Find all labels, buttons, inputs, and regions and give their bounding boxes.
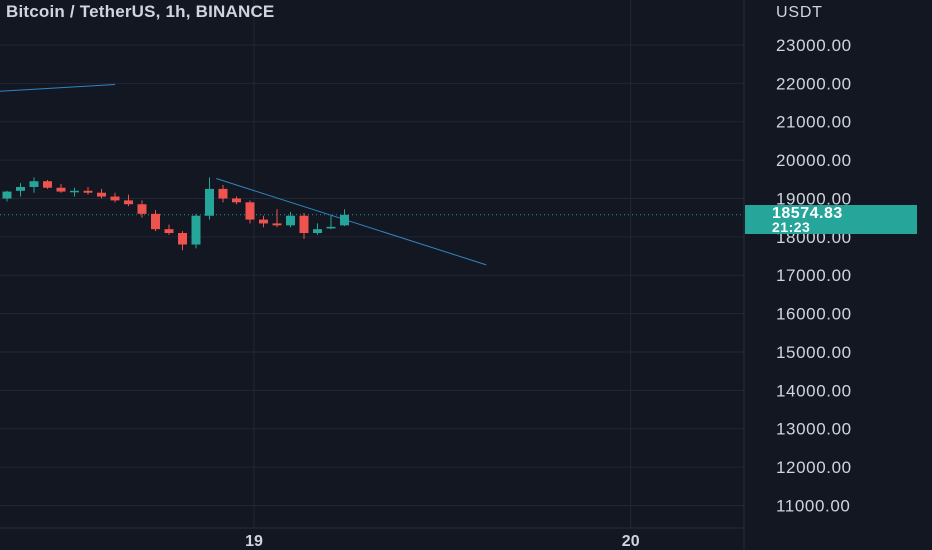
candle-down	[110, 196, 120, 201]
candle-down	[164, 229, 174, 234]
price-tick-label: 19000.00	[776, 189, 852, 208]
candle-down	[245, 202, 255, 220]
last-price-value: 18574.83	[772, 205, 843, 222]
candle-down	[299, 215, 309, 234]
trend-line	[216, 178, 487, 266]
candle-down	[218, 188, 228, 199]
price-tick-label: 15000.00	[776, 343, 852, 362]
price-tick-label: 12000.00	[776, 458, 852, 477]
price-tick-label: 22000.00	[776, 74, 852, 93]
candle-up	[340, 214, 349, 226]
candle-up	[205, 188, 214, 216]
candle-down	[124, 200, 133, 205]
candle-down	[272, 223, 282, 226]
candle-up	[29, 181, 39, 187]
candle-down	[83, 190, 93, 193]
candle-up	[70, 190, 79, 193]
time-tick-label: 20	[622, 533, 640, 550]
time-tick-label: 19	[245, 533, 263, 550]
price-tick-label: 17000.00	[776, 266, 852, 285]
price-tick-label: 20000.00	[776, 151, 852, 170]
candle-down	[43, 181, 52, 188]
trend-line	[0, 84, 116, 92]
price-tick-label: 23000.00	[776, 36, 852, 55]
price-axis-unit: USDT	[776, 4, 823, 21]
price-tick-label: 11000.00	[776, 496, 850, 515]
candle-up	[313, 229, 322, 234]
price-tick-label: 21000.00	[776, 113, 852, 132]
candle-down	[151, 213, 160, 230]
candle-up	[16, 186, 25, 191]
candle-up	[2, 191, 12, 199]
symbol-title: Bitcoin / TetherUS, 1h, BINANCE	[6, 2, 275, 21]
candle-up	[326, 226, 336, 229]
price-tick-label: 13000.00	[776, 420, 852, 439]
candle-down	[56, 187, 66, 192]
candle-down	[137, 204, 147, 214]
price-tick-label: 14000.00	[776, 381, 852, 400]
candle-down	[259, 219, 268, 224]
candle-down	[97, 192, 106, 197]
last-price-label: 18574.83 21:23	[745, 205, 917, 235]
candle-countdown: 21:23	[772, 219, 811, 235]
price-tick-label: 16000.00	[776, 305, 852, 324]
candle-down	[232, 198, 241, 203]
candle-up	[286, 215, 295, 226]
candle-down	[178, 233, 187, 245]
candle-up	[191, 215, 201, 245]
